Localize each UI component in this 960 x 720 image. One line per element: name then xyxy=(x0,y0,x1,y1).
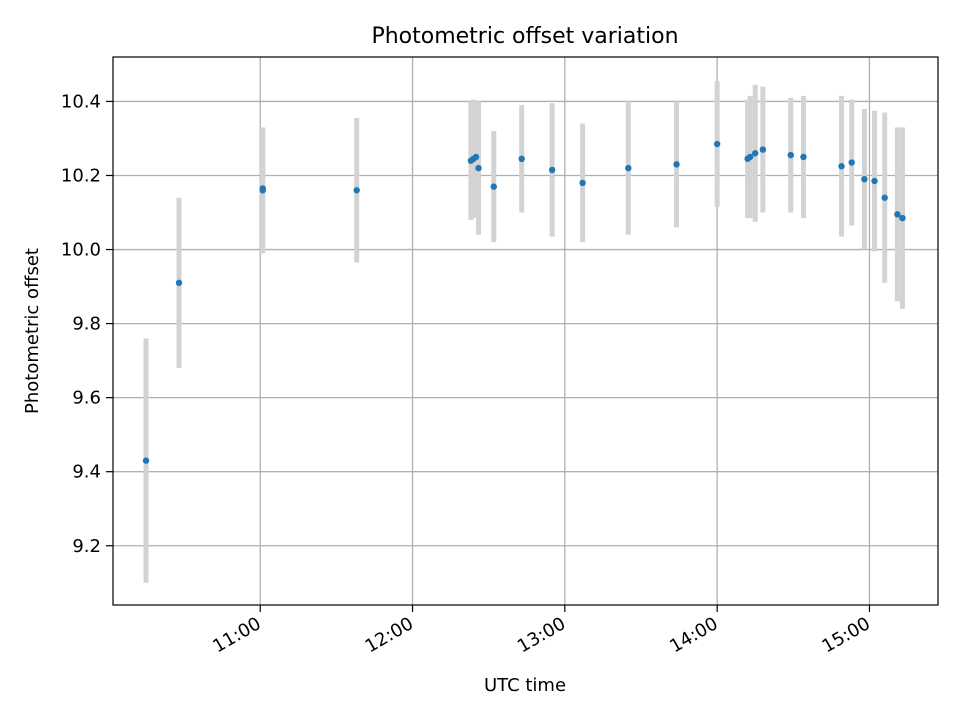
data-point xyxy=(259,185,266,192)
y-tick-label: 9.8 xyxy=(72,314,101,335)
data-point xyxy=(475,164,482,172)
data-point xyxy=(759,146,767,153)
x-tick-label: 12:00 xyxy=(362,613,417,657)
x-tick-label: 11:00 xyxy=(209,613,264,657)
x-tick-label: 15:00 xyxy=(819,613,874,657)
x-axis-ticks: 11:00 12:00 13:00 14:00 15:00 xyxy=(209,605,874,657)
y-axis-ticks: 9.2 9.4 9.6 9.8 10.0 10.2 10.4 xyxy=(61,91,113,557)
data-point xyxy=(175,279,183,287)
y-axis-label: Photometric offset xyxy=(22,248,43,414)
data-points xyxy=(142,140,906,464)
data-point xyxy=(490,183,497,190)
data-point xyxy=(142,457,150,464)
chart-title: Photometric offset variation xyxy=(371,24,678,49)
data-point xyxy=(838,163,845,170)
grid-lines xyxy=(113,57,938,605)
data-point xyxy=(518,155,525,163)
y-tick-label: 9.2 xyxy=(72,536,101,557)
data-point xyxy=(881,194,888,201)
x-tick-label: 14:00 xyxy=(666,613,721,657)
y-tick-label: 10.4 xyxy=(61,91,101,112)
y-tick-label: 9.4 xyxy=(72,462,101,483)
data-point xyxy=(579,179,586,187)
data-point xyxy=(472,153,480,161)
data-point xyxy=(848,159,855,166)
data-point xyxy=(752,150,759,157)
y-tick-label: 10.2 xyxy=(61,165,101,186)
data-point xyxy=(746,153,754,161)
data-point xyxy=(353,187,360,194)
data-point xyxy=(899,214,906,222)
y-tick-label: 9.6 xyxy=(72,388,101,409)
plot-frame xyxy=(112,56,939,606)
data-point xyxy=(713,140,721,148)
x-tick-label: 13:00 xyxy=(514,613,569,657)
x-axis-label: UTC time xyxy=(484,675,566,696)
data-point xyxy=(871,177,878,185)
data-point xyxy=(548,166,556,174)
data-point xyxy=(787,151,794,159)
y-tick-label: 10.0 xyxy=(61,240,101,261)
data-point xyxy=(861,175,868,183)
data-point xyxy=(800,153,807,161)
data-point xyxy=(894,211,901,218)
data-point xyxy=(625,164,632,172)
data-point xyxy=(673,161,680,168)
